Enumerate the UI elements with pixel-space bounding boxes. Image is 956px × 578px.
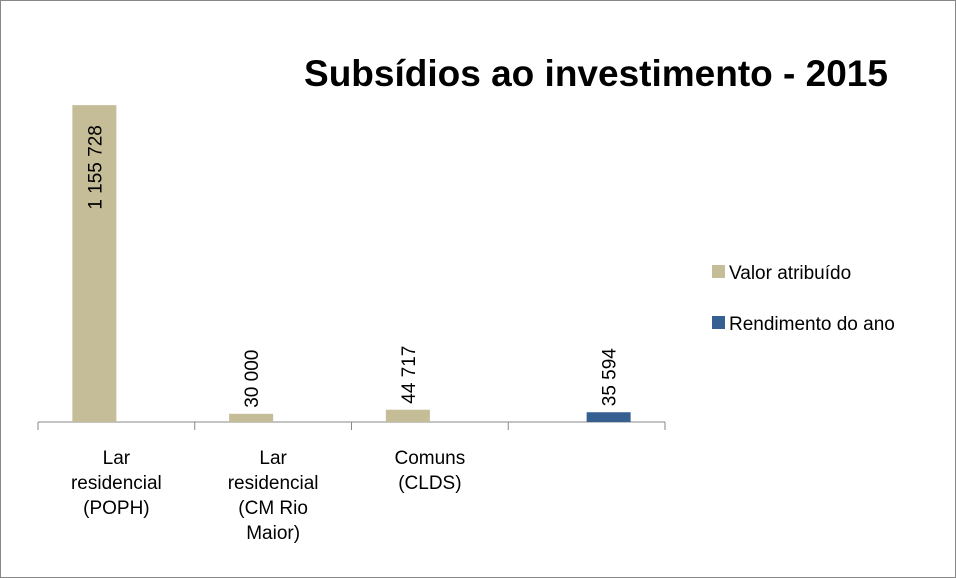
bar	[385, 409, 430, 422]
chart-title: Subsídios ao investimento - 2015	[304, 53, 888, 94]
legend-swatch	[712, 316, 725, 329]
legend-swatch	[712, 265, 725, 278]
value-label: 1 155 728	[85, 125, 106, 210]
bar	[586, 412, 631, 422]
legend-label: Rendimento do ano	[729, 314, 895, 335]
value-label: 35 594	[600, 348, 621, 407]
value-label: 30 000	[242, 350, 263, 408]
bar	[229, 413, 274, 422]
x-tick-label: Comuns (CLDS)	[395, 448, 466, 494]
legend-label: Valor atribuído	[729, 263, 851, 284]
bar	[72, 105, 117, 422]
value-label: 44 717	[399, 346, 420, 404]
x-tick-label: Lar residencial (POPH)	[71, 448, 162, 519]
x-tick-label: Lar residencial (CM Rio Maior)	[228, 448, 319, 544]
